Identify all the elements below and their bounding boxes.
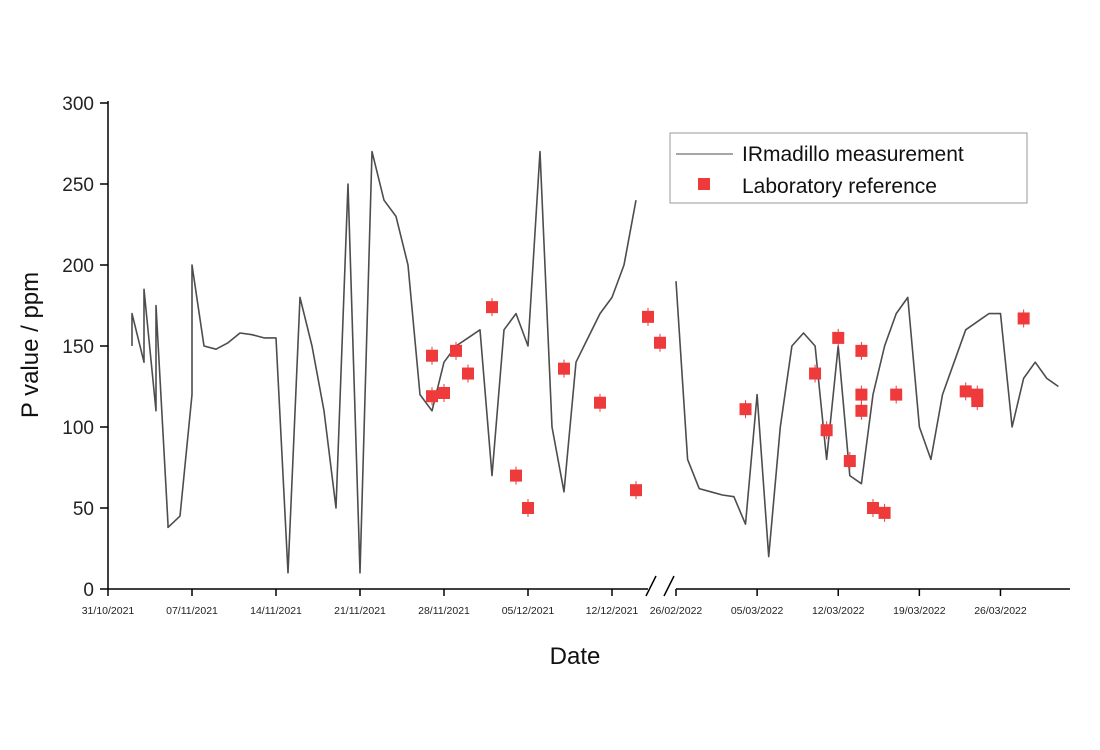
legend-label-reference: Laboratory reference	[742, 175, 937, 198]
y-tick-label: 0	[83, 580, 94, 601]
y-tick-label: 100	[62, 418, 94, 439]
reference-marker	[809, 367, 822, 380]
y-tick-label: 300	[62, 94, 94, 115]
reference-marker	[855, 388, 868, 401]
y-axis-ticks: 0 50 100 150 200 250 300	[62, 94, 108, 601]
reference-marker	[462, 367, 474, 380]
reference-marker	[855, 344, 868, 357]
y-tick-label: 50	[73, 499, 94, 520]
reference-marker	[843, 455, 856, 468]
reference-marker	[890, 388, 903, 401]
axis-break-marker	[645, 575, 675, 597]
x-tick-label: 21/11/2021	[334, 605, 386, 617]
measurement-trace-layer	[131, 150, 1059, 574]
x-tick-label: 12/12/2021	[586, 605, 639, 617]
x-tick-label: 07/11/2021	[166, 605, 218, 617]
reference-marker	[630, 484, 642, 497]
reference-marker	[486, 301, 498, 314]
reference-marker	[510, 469, 522, 482]
x-tick-label: 26/03/2022	[974, 605, 1027, 617]
reference-marker	[959, 385, 972, 398]
x-tick-label: 19/03/2022	[893, 605, 946, 617]
x-axis-ticks: 31/10/2021 07/11/2021 14/11/2021 21/11/2021…	[82, 589, 1027, 617]
reference-marker	[438, 386, 450, 399]
reference-marker	[855, 404, 868, 417]
y-tick-label: 150	[62, 337, 94, 358]
reference-marker	[426, 349, 438, 362]
legend-marker-swatch	[698, 178, 710, 190]
legend: IRmadillo measurement Laboratory referen…	[669, 132, 1028, 204]
x-tick-label: 05/03/2022	[731, 605, 784, 617]
x-tick-label: 05/12/2021	[502, 605, 555, 617]
legend-box	[669, 132, 1028, 204]
y-tick-label: 250	[62, 175, 94, 196]
x-tick-label: 28/11/2021	[418, 605, 470, 617]
reference-marker	[558, 362, 570, 375]
reference-marker	[450, 344, 462, 357]
reference-marker	[739, 403, 752, 416]
reference-marker	[522, 502, 534, 514]
x-axis-title: Date	[550, 643, 601, 670]
reference-marker	[426, 390, 438, 403]
measurement-line	[131, 150, 637, 574]
x-tick-label: 14/11/2021	[250, 605, 302, 617]
reference-marker	[594, 396, 606, 409]
y-axis-title: P value / ppm	[17, 272, 44, 418]
reference-marker	[832, 331, 845, 344]
x-tick-label: 12/03/2022	[812, 605, 865, 617]
reference-marker	[642, 310, 654, 323]
reference-marker	[820, 424, 833, 437]
reference-marker	[971, 395, 984, 408]
reference-marker	[1017, 312, 1030, 325]
x-tick-label: 26/02/2022	[650, 605, 703, 617]
reference-marker	[867, 502, 879, 514]
x-tick-label: 31/10/2021	[82, 605, 135, 617]
legend-label-measurement: IRmadillo measurement	[742, 143, 964, 166]
reference-marker	[878, 506, 891, 519]
reference-marker	[654, 336, 666, 349]
reference-marker-layer	[426, 298, 1030, 522]
measurement-line	[675, 281, 1059, 558]
y-tick-label: 200	[62, 256, 94, 277]
